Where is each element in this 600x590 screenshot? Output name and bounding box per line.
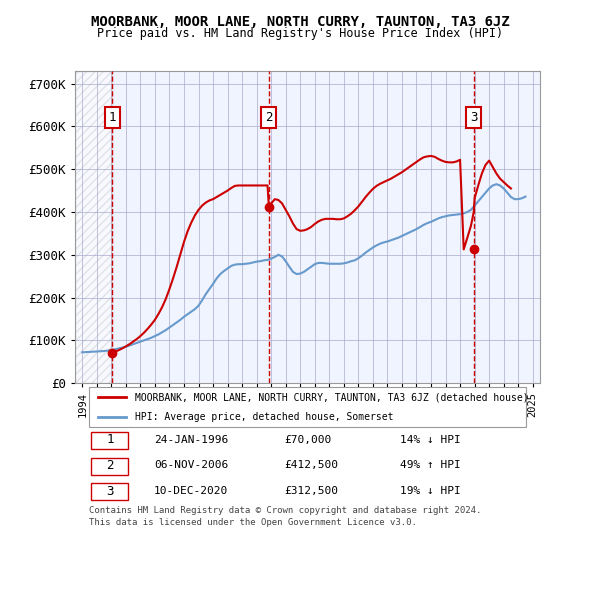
Text: Price paid vs. HM Land Registry's House Price Index (HPI): Price paid vs. HM Land Registry's House … [97,27,503,40]
FancyBboxPatch shape [91,432,128,449]
Text: 24-JAN-1996: 24-JAN-1996 [154,435,229,445]
Text: 2: 2 [265,111,272,124]
Bar [75,71,112,383]
Text: MOORBANK, MOOR LANE, NORTH CURRY, TAUNTON, TA3 6JZ (detached house): MOORBANK, MOOR LANE, NORTH CURRY, TAUNTO… [136,392,529,402]
Text: HPI: Average price, detached house, Somerset: HPI: Average price, detached house, Some… [136,412,394,422]
Text: 14% ↓ HPI: 14% ↓ HPI [401,435,461,445]
Text: £412,500: £412,500 [284,460,338,470]
Text: 2: 2 [106,459,113,472]
Text: £312,500: £312,500 [284,486,338,496]
Text: 3: 3 [470,111,478,124]
Text: 49% ↑ HPI: 49% ↑ HPI [401,460,461,470]
FancyBboxPatch shape [89,388,526,427]
Text: £70,000: £70,000 [284,435,331,445]
FancyBboxPatch shape [91,483,128,500]
Text: 06-NOV-2006: 06-NOV-2006 [154,460,229,470]
Text: MOORBANK, MOOR LANE, NORTH CURRY, TAUNTON, TA3 6JZ: MOORBANK, MOOR LANE, NORTH CURRY, TAUNTO… [91,15,509,29]
Text: Contains HM Land Registry data © Crown copyright and database right 2024.: Contains HM Land Registry data © Crown c… [89,506,481,516]
Text: 1: 1 [109,111,116,124]
Text: 10-DEC-2020: 10-DEC-2020 [154,486,229,496]
Text: This data is licensed under the Open Government Licence v3.0.: This data is licensed under the Open Gov… [89,518,417,527]
Text: 3: 3 [106,484,113,497]
Text: 1: 1 [106,434,113,447]
FancyBboxPatch shape [91,458,128,475]
Text: 19% ↓ HPI: 19% ↓ HPI [401,486,461,496]
